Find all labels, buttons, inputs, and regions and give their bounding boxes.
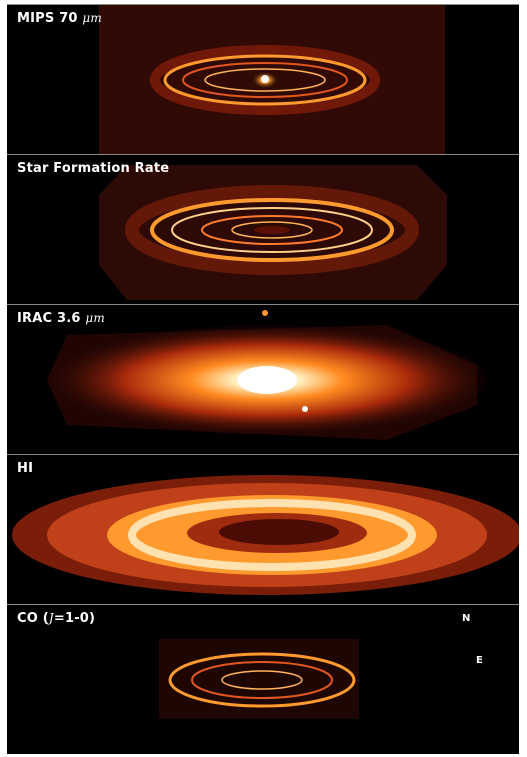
panel-mips70: MIPS 70 μm bbox=[7, 4, 519, 155]
compass-east-label: E bbox=[476, 655, 483, 666]
panel-hi: HI bbox=[7, 454, 519, 605]
multiwavelength-figure: MIPS 70 μm Star Formation Rate bbox=[7, 4, 519, 754]
irac36-image bbox=[47, 310, 487, 440]
hi-image bbox=[12, 475, 519, 595]
panel-label: HI bbox=[17, 461, 34, 476]
panel-label: CO (J=1-0) bbox=[17, 611, 96, 626]
compass: N E bbox=[462, 613, 519, 673]
panel-label: Star Formation Rate bbox=[17, 161, 170, 176]
compass-arrows-icon bbox=[462, 613, 519, 673]
panel-irac36: IRAC 3.6 μm bbox=[7, 304, 519, 455]
panel-sfr: Star Formation Rate bbox=[7, 154, 519, 305]
compass-north-label: N bbox=[462, 613, 471, 624]
panel-co: CO (J=1-0) N E bbox=[7, 604, 519, 754]
co-image bbox=[159, 639, 359, 719]
sfr-image bbox=[99, 165, 447, 300]
mips70-image bbox=[99, 5, 445, 155]
panel-label: IRAC 3.6 μm bbox=[17, 311, 105, 326]
panel-label: MIPS 70 μm bbox=[17, 11, 102, 26]
